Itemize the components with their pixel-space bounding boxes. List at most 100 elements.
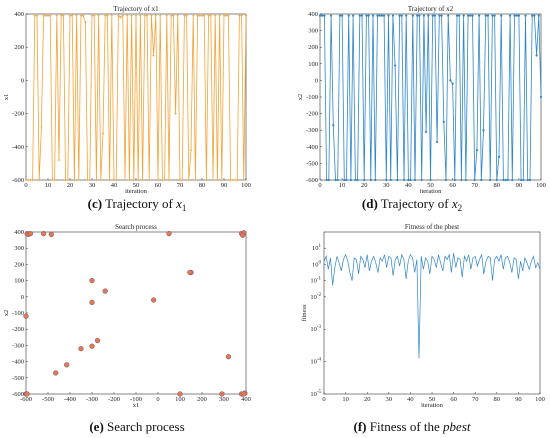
data-point (57, 158, 61, 162)
y-tick-label: 400 (14, 229, 24, 236)
data-point (341, 14, 344, 17)
data-point (37, 178, 41, 182)
data-point (506, 178, 509, 182)
series-line (26, 14, 247, 181)
data-point (360, 14, 364, 17)
panel-fitness-pbest: Fitness of the pbest iteration fitness 0 10 2… (301, 223, 545, 409)
data-point (121, 14, 125, 17)
data-point (73, 178, 76, 182)
caption-c: (c) Trajectory of x1 (88, 196, 187, 213)
data-point (112, 178, 116, 182)
plot-frame (25, 231, 247, 395)
data-point (504, 178, 507, 182)
data-point (178, 178, 182, 182)
data-point (354, 178, 357, 182)
y-tick-label: 101 (312, 244, 322, 252)
data-point (367, 14, 370, 17)
y-tick-label: 200 (14, 44, 24, 51)
data-point (391, 14, 395, 17)
data-point (99, 178, 103, 182)
data-point (321, 14, 324, 17)
data-point (405, 14, 408, 17)
data-point (436, 140, 439, 143)
y-tick-label: 300 (308, 28, 318, 35)
data-point (33, 14, 37, 17)
data-point (66, 178, 70, 182)
data-point (48, 14, 52, 17)
data-point (447, 14, 450, 17)
scatter-point (187, 269, 193, 276)
plot-title: Search process (115, 223, 157, 231)
data-point (139, 14, 142, 17)
series-line (323, 253, 541, 359)
data-point (240, 14, 243, 17)
data-point (238, 14, 241, 17)
y-tick-label: 100 (312, 260, 322, 268)
data-point (345, 178, 348, 182)
data-point (161, 178, 164, 182)
data-point (176, 14, 180, 17)
y-tick-label: 10-2 (310, 293, 321, 301)
data-point (233, 178, 237, 182)
data-point (535, 54, 538, 57)
data-point (150, 14, 153, 17)
data-point (533, 14, 536, 17)
x-tick-label: 50 (427, 182, 434, 189)
panel-search-process: Search process x1 x2 -600 -500 -400 -300 -200 -1… (3, 223, 251, 409)
data-point (44, 14, 48, 17)
data-point (128, 178, 131, 182)
data-point (460, 178, 463, 182)
data-point (97, 14, 100, 17)
data-point (59, 14, 63, 17)
data-point (500, 14, 503, 17)
scatter-point (89, 299, 95, 306)
y-tick-label: -300 (12, 342, 24, 349)
data-point (92, 14, 96, 17)
data-point (77, 178, 81, 182)
x-tick-label: -500 (42, 396, 54, 403)
data-point (409, 178, 412, 182)
data-point (524, 14, 527, 17)
data-point (449, 79, 452, 82)
y-axis-label: x2 (297, 94, 304, 101)
x-tick-label: 300 (219, 396, 229, 403)
x-tick-label: 0 (24, 182, 27, 189)
scatter-point (48, 231, 54, 238)
x-tick-label: 100 (175, 396, 185, 403)
data-point (318, 14, 322, 17)
data-point (64, 178, 67, 182)
data-point (416, 14, 419, 17)
y-tick-label: -300 (306, 127, 318, 134)
scatter-point (240, 232, 246, 238)
data-point (464, 178, 467, 182)
data-point (334, 178, 337, 182)
data-point (515, 14, 518, 17)
y-tick-label: 400 (14, 11, 24, 18)
x-tick-label: 70 (177, 182, 184, 189)
data-point (427, 14, 430, 17)
x-tick-label: 30 (89, 182, 96, 189)
data-point (194, 178, 197, 182)
data-point (347, 14, 350, 17)
x-tick-label: 20 (67, 182, 74, 189)
data-point (31, 178, 34, 182)
data-point (363, 178, 366, 182)
data-point (55, 14, 59, 17)
data-point (511, 178, 514, 182)
plot-title: Trajectory of x1 (113, 5, 159, 13)
scatter-point (64, 362, 70, 368)
data-point (458, 14, 461, 17)
data-point (442, 120, 445, 123)
data-point (141, 178, 144, 182)
x-tick-label: 70 (472, 396, 479, 403)
data-point (106, 14, 109, 17)
panel-trajectory-x1: Trajectory of x1 iteration x1 0 10 20 30 40 50 60… (3, 5, 251, 195)
data-point (473, 178, 476, 182)
data-point (431, 14, 434, 17)
data-point (433, 14, 437, 17)
x-tick-label: 90 (516, 182, 523, 189)
y-tick-label: 100 (14, 278, 24, 285)
data-point (231, 178, 235, 182)
data-point (502, 178, 505, 182)
data-point (86, 178, 89, 182)
